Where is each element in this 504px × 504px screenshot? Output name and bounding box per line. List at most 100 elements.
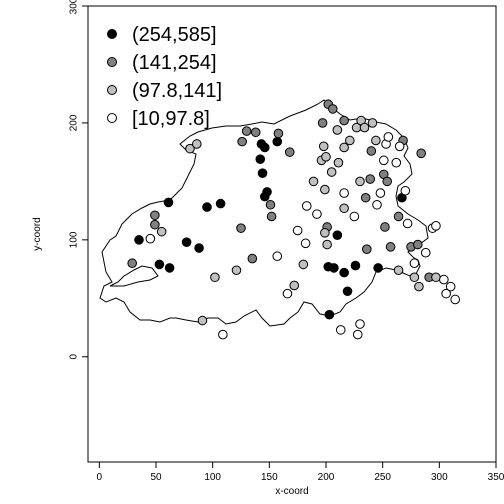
data-point-series-0 <box>255 154 266 164</box>
data-point-series-2 <box>414 281 424 292</box>
data-point-series-3 <box>352 329 363 340</box>
data-point-series-2 <box>409 272 420 283</box>
data-point-series-2 <box>308 176 319 187</box>
data-point-series-1 <box>273 128 284 139</box>
x-tick-label: 250 <box>374 472 391 483</box>
data-point-series-1 <box>237 136 247 147</box>
data-point-series-2 <box>339 203 349 214</box>
data-point-series-0 <box>181 237 192 247</box>
data-point-series-3 <box>431 221 441 231</box>
data-point-series-0 <box>260 191 270 202</box>
data-point-series-1 <box>382 176 393 187</box>
data-point-series-3 <box>394 141 405 152</box>
data-point-series-3 <box>400 185 411 196</box>
x-tick-label: 100 <box>204 472 221 483</box>
data-point-series-2 <box>431 272 441 283</box>
data-point-series-3 <box>355 319 365 329</box>
data-point-series-3 <box>441 288 451 299</box>
axes: 0 50 100 150 200 250 300 350 0 100 200 300 x-coord y-… <box>32 0 504 497</box>
y-tick-label: 100 <box>69 231 80 248</box>
data-point-series-0 <box>260 142 270 153</box>
legend-label: (97.8,141] <box>132 80 222 102</box>
data-point-series-2 <box>320 228 330 238</box>
data-point-series-2 <box>197 315 208 326</box>
data-point-series-1 <box>150 210 160 221</box>
data-point-series-2 <box>210 272 220 283</box>
data-point-series-3 <box>339 188 349 198</box>
data-point-series-2 <box>355 176 365 187</box>
data-point-series-2 <box>322 239 332 250</box>
data-point-series-3 <box>292 225 303 236</box>
data-point-series-1 <box>265 199 276 210</box>
data-point-series-3 <box>402 218 413 229</box>
data-point-series-0 <box>342 286 353 297</box>
x-tick-label: 0 <box>97 472 103 483</box>
x-tick-label: 200 <box>318 472 335 483</box>
plot-frame <box>87 5 497 463</box>
legend-marker <box>107 113 117 123</box>
data-point-series-2 <box>326 167 337 177</box>
data-point-series-3 <box>218 329 228 340</box>
legend-marker <box>107 85 117 95</box>
data-point-series-2 <box>333 157 344 168</box>
data-point-series-0 <box>194 243 204 253</box>
data-point-series-3 <box>372 199 382 210</box>
data-point-series-1 <box>247 253 258 264</box>
data-point-series-3 <box>335 325 346 335</box>
data-point-series-1 <box>365 174 376 184</box>
data-point-series-1 <box>284 147 295 157</box>
legend-marker <box>107 29 117 39</box>
y-axis-label: y-coord <box>32 217 43 250</box>
legend-marker <box>107 57 117 67</box>
data-point-series-1 <box>250 127 261 138</box>
data-point-series-0 <box>339 267 349 278</box>
legend-label: (254,585] <box>132 24 217 46</box>
data-point-series-1 <box>241 126 252 136</box>
data-point-series-0 <box>164 263 175 273</box>
legend-label: (141,254] <box>132 52 217 74</box>
data-point-series-2 <box>318 141 329 152</box>
data-point-series-3 <box>420 247 431 258</box>
data-point-series-1 <box>360 192 371 203</box>
country-border <box>99 99 429 327</box>
x-tick-label: 300 <box>431 472 448 483</box>
lake-outline <box>109 265 159 287</box>
data-point-series-3 <box>409 258 420 269</box>
y-tick-label: 0 <box>69 354 80 360</box>
data-point-series-0 <box>134 235 144 245</box>
data-point-series-3 <box>450 294 461 305</box>
data-point-series-2 <box>289 280 300 291</box>
data-point-series-1 <box>236 223 246 233</box>
data-point-series-2 <box>231 265 242 276</box>
data-point-series-0 <box>257 168 268 178</box>
data-point-series-3 <box>439 274 449 285</box>
data-point-series-3 <box>375 188 386 198</box>
data-point-series-1 <box>339 115 349 126</box>
data-point-series-3 <box>445 281 456 292</box>
data-point-series-2 <box>298 259 309 270</box>
data-point-series-2 <box>359 122 370 133</box>
data-point-series-1 <box>328 104 338 114</box>
switzerland-outline <box>99 99 429 327</box>
data-point-series-2 <box>185 143 195 154</box>
data-point-series-1 <box>413 239 423 250</box>
data-point-series-1 <box>317 118 328 128</box>
data-point-series-3 <box>349 211 360 222</box>
data-point-series-1 <box>150 219 160 230</box>
data-point-series-1 <box>366 146 377 156</box>
legend-label: [10,97.8] <box>132 108 210 130</box>
data-point-series-2 <box>371 135 381 146</box>
data-point-series-3 <box>391 157 402 168</box>
x-tick-label: 150 <box>261 472 278 483</box>
data-point-series-0 <box>329 263 339 273</box>
data-point-series-0 <box>373 263 383 273</box>
data-point-series-2 <box>393 265 404 276</box>
data-point-series-2 <box>320 184 330 195</box>
data-points <box>127 99 461 340</box>
data-point-series-0 <box>324 309 335 320</box>
data-point-series-0 <box>332 230 343 240</box>
x-tick-label: 350 <box>488 472 504 483</box>
data-point-series-2 <box>345 135 355 146</box>
data-point-series-2 <box>192 139 202 149</box>
